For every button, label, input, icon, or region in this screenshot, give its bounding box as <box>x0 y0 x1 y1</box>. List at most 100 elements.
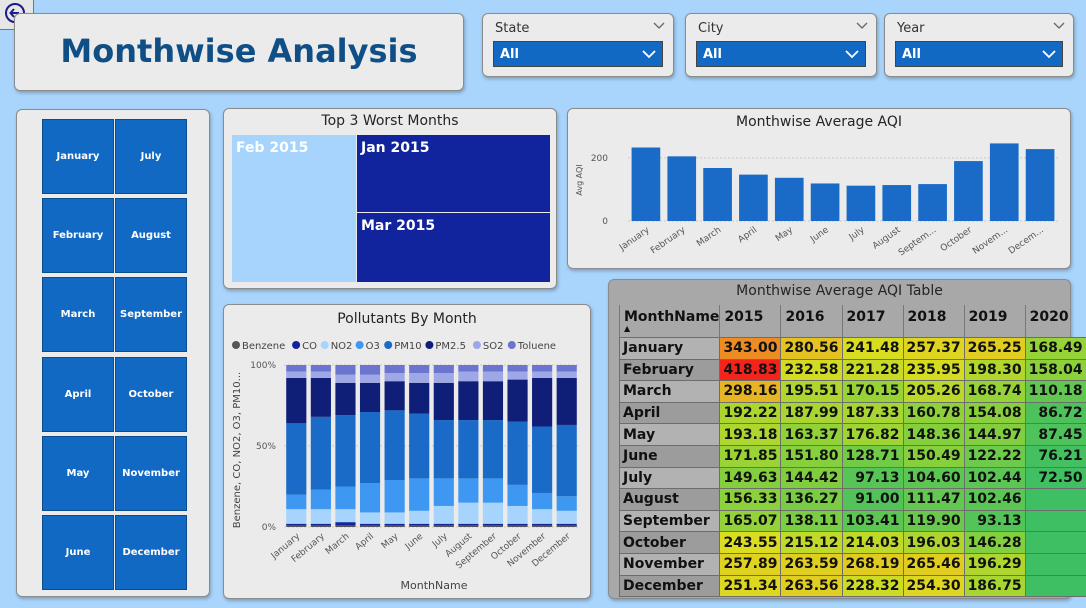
segment-july-toluene <box>433 365 454 374</box>
x-tick-label: May <box>774 225 796 244</box>
legend-label: CO <box>302 341 317 352</box>
page-title-card: Monthwise Analysis <box>14 13 464 91</box>
aqi-cell-2015: 251.34 <box>719 574 782 598</box>
treemap-tile-mar-2015[interactable]: Mar 2015 <box>357 213 550 282</box>
month-button-october[interactable]: October <box>115 357 187 432</box>
treemap-tile-jan-2015[interactable]: Jan 2015 <box>357 135 550 212</box>
month-button-november[interactable]: November <box>115 436 187 511</box>
aqi-cell-2017: 97.13 <box>841 466 904 490</box>
aqi-cell-2017: 103.41 <box>841 509 904 533</box>
aqi-cell-2020 <box>1024 488 1086 511</box>
aqi-cell-2020: 158.04 <box>1024 358 1086 382</box>
x-tick-label: July <box>430 531 450 550</box>
legend-item-pm10: PM10 <box>384 341 422 352</box>
segment-june-pm10 <box>409 413 430 479</box>
month-button-september[interactable]: September <box>115 277 187 352</box>
segment-january-pm10 <box>286 423 307 495</box>
table-row-november: November 257.89 263.59 268.19 265.46 196.29 <box>618 552 1086 576</box>
legend-marker-icon <box>425 341 434 349</box>
aqi-cell-2020: 87.45 <box>1024 423 1086 446</box>
month-name-cell: May <box>618 423 721 446</box>
segment-november-o3 <box>532 492 553 510</box>
aqi-cell-2016: 195.51 <box>780 380 843 403</box>
segment-july-benzene <box>433 525 454 527</box>
x-tick-label: June <box>403 531 426 552</box>
column-header-2019[interactable]: 2019 <box>963 305 1026 338</box>
table-row-january: January 343.00 280.56 241.48 257.37 265.25 168… <box>618 337 1086 360</box>
legend-item-co: CO <box>292 341 317 352</box>
aqi-cell-2017: 176.82 <box>841 423 904 446</box>
legend-item-no2: NO2 <box>320 341 352 352</box>
chevron-down-icon[interactable] <box>653 20 665 30</box>
year-dropdown[interactable]: All <box>895 41 1063 67</box>
month-name-cell: March <box>618 380 721 403</box>
y-axis-label: Avg AQI <box>575 164 584 195</box>
month-name-cell: August <box>618 488 721 511</box>
bar-august <box>882 185 912 221</box>
treemap-tile-feb-2015[interactable]: Feb 2015 <box>232 135 356 282</box>
x-tick-label: July <box>847 225 867 243</box>
aqi-cell-2017: 214.03 <box>841 531 904 554</box>
x-tick-label: May <box>380 531 401 551</box>
segment-april-so2 <box>359 374 381 383</box>
aqi-cell-2020 <box>1024 574 1086 598</box>
segment-july-co <box>433 523 454 526</box>
chevron-down-icon <box>1042 50 1056 59</box>
aqi-cell-2018: 265.46 <box>902 552 965 576</box>
month-name-cell: June <box>618 444 721 468</box>
segment-february-pm10 <box>310 416 331 490</box>
segment-june-co <box>409 523 430 526</box>
bar-december <box>1025 149 1055 221</box>
chevron-down-icon[interactable] <box>1053 20 1065 30</box>
segment-june-benzene <box>409 525 430 527</box>
x-tick-label: Decem... <box>1007 225 1046 256</box>
aqi-chart-title: Monthwise Average AQI <box>736 114 902 130</box>
segment-january-pm2-5 <box>286 377 307 424</box>
segment-march-o3 <box>335 486 356 510</box>
month-button-august[interactable]: August <box>115 198 187 273</box>
month-button-april[interactable]: April <box>42 357 114 432</box>
x-tick-label: Septem... <box>897 225 938 258</box>
segment-january-no2 <box>286 509 307 524</box>
monthwise-aqi-table-panel: Monthwise Average AQI Table MonthName ▲ 20… <box>608 279 1086 599</box>
column-header-2020[interactable]: 2020 <box>1024 305 1086 338</box>
column-header-2018[interactable]: 2018 <box>902 305 965 338</box>
segment-february-toluene <box>310 365 331 372</box>
aqi-cell-2015: 193.18 <box>719 423 782 446</box>
pollutants-chart-title: Pollutants By Month <box>337 311 477 327</box>
column-header-monthname[interactable]: MonthName ▲ <box>618 305 720 338</box>
segment-february-no2 <box>310 509 331 524</box>
column-header-2017[interactable]: 2017 <box>841 305 904 338</box>
month-name-cell: November <box>618 552 721 576</box>
legend-item-benzene: Benzene <box>232 341 285 352</box>
segment-october-benzene <box>507 525 528 527</box>
segment-september-toluene <box>482 365 504 372</box>
table-row-april: April 192.22 187.99 187.33 160.78 154.08 86.72 <box>618 401 1086 425</box>
month-button-july[interactable]: July <box>115 119 187 194</box>
bar-march <box>703 168 732 221</box>
segment-may-so2 <box>384 373 405 382</box>
month-name-cell: September <box>618 509 721 533</box>
column-header-2016[interactable]: 2016 <box>780 305 842 338</box>
aqi-cell-2018: 160.78 <box>902 401 965 425</box>
month-button-february[interactable]: February <box>42 198 114 273</box>
month-button-december[interactable]: December <box>115 515 187 590</box>
segment-september-co <box>482 523 504 526</box>
state-dropdown[interactable]: All <box>493 41 663 67</box>
aqi-cell-2016: 187.99 <box>780 401 843 425</box>
month-button-january[interactable]: January <box>42 119 114 194</box>
aqi-cell-2017: 91.00 <box>841 488 904 511</box>
month-button-june[interactable]: June <box>42 515 114 590</box>
aqi-cell-2017: 228.32 <box>841 574 904 598</box>
column-header-2015[interactable]: 2015 <box>719 305 781 338</box>
month-button-march[interactable]: March <box>42 277 114 352</box>
segment-july-no2 <box>433 505 454 524</box>
segment-october-pm10 <box>507 421 528 485</box>
month-button-may[interactable]: May <box>42 436 114 511</box>
segment-august-benzene <box>458 525 479 527</box>
segment-december-pm10 <box>556 424 577 497</box>
city-dropdown[interactable]: All <box>696 41 866 67</box>
chevron-down-icon[interactable] <box>856 20 868 30</box>
aqi-cell-2018: 257.37 <box>902 337 965 360</box>
chevron-down-icon <box>845 50 859 59</box>
